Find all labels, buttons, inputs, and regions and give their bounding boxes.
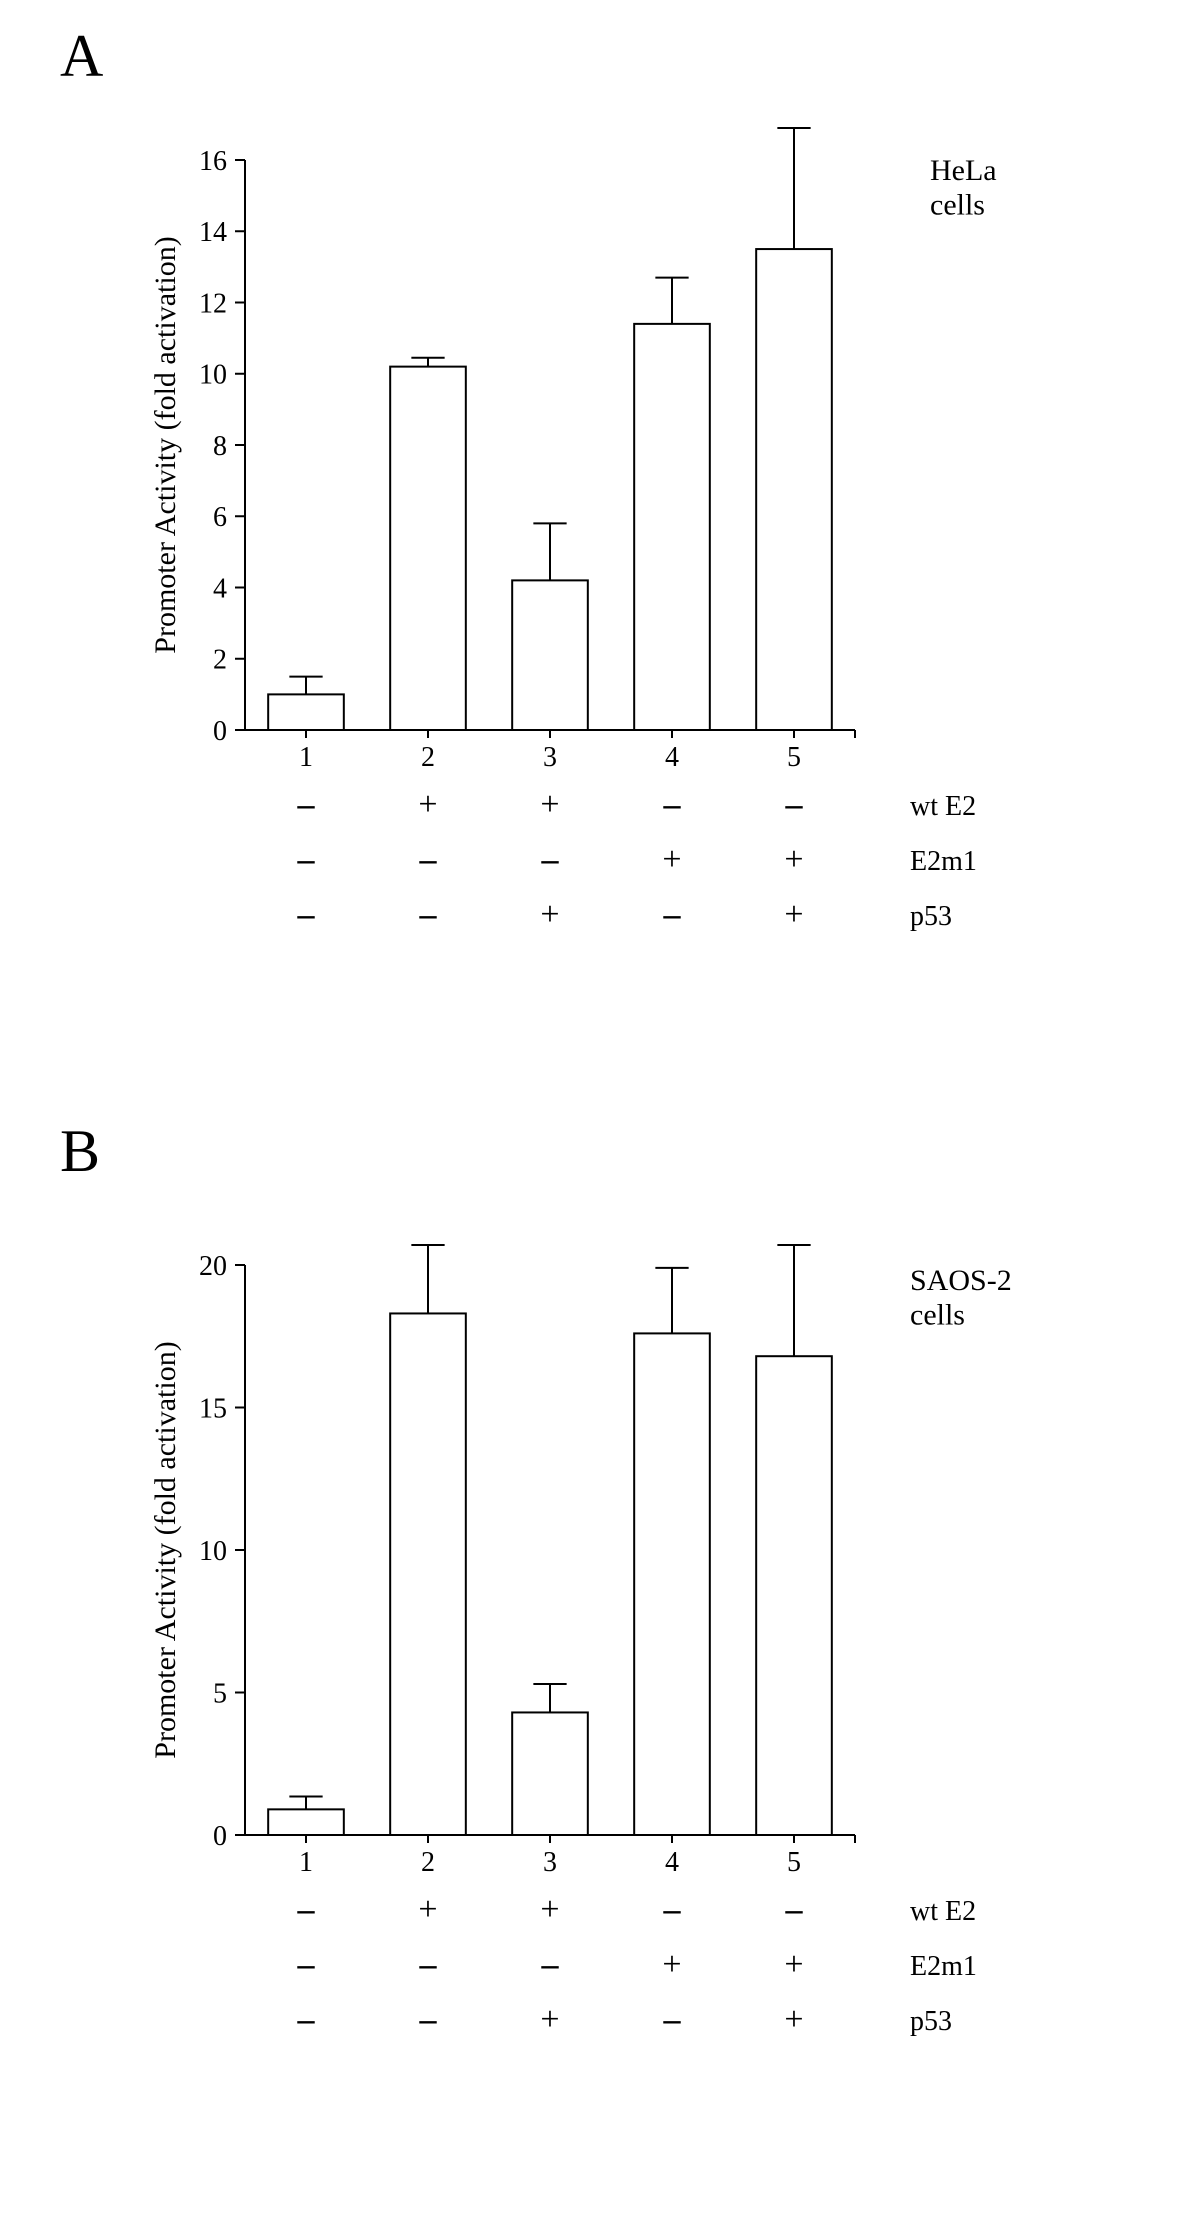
- x-tick-label: 5: [787, 742, 801, 773]
- page: AHeLacells0246810121416Promoter Activity…: [0, 0, 1200, 2218]
- bar: [756, 1356, 832, 1835]
- y-tick-label: 20: [199, 1251, 227, 1282]
- y-axis-label: Promoter Activity (fold activation): [149, 236, 182, 653]
- minus-icon: –: [297, 2001, 316, 2038]
- y-tick-label: 4: [213, 573, 227, 604]
- y-tick-label: 5: [213, 1678, 227, 1709]
- chart-legend-line: cells: [930, 189, 985, 222]
- bar: [390, 367, 466, 730]
- condition-row-label: wt E2: [910, 1896, 976, 1927]
- minus-icon: –: [541, 841, 560, 878]
- minus-icon: –: [663, 896, 682, 933]
- x-tick-label: 3: [543, 742, 557, 773]
- bar: [512, 1712, 588, 1835]
- y-tick-label: 0: [213, 716, 227, 747]
- x-tick-label: 4: [665, 742, 679, 773]
- minus-icon: –: [419, 896, 438, 933]
- x-tick-label: 3: [543, 1847, 557, 1878]
- y-tick-label: 0: [213, 1821, 227, 1852]
- y-tick-label: 10: [199, 1536, 227, 1567]
- minus-icon: –: [541, 1946, 560, 1983]
- x-tick-label: 2: [421, 742, 435, 773]
- condition-row-label: p53: [910, 2006, 952, 2037]
- minus-icon: –: [419, 1946, 438, 1983]
- plus-icon: +: [418, 1891, 437, 1928]
- chart-legend-line: SAOS-2: [910, 1264, 1012, 1297]
- bar: [268, 1809, 344, 1835]
- y-tick-label: 10: [199, 360, 227, 391]
- y-tick-label: 16: [199, 146, 227, 177]
- bar: [390, 1313, 466, 1835]
- x-tick-label: 5: [787, 1847, 801, 1878]
- plus-icon: +: [540, 1891, 559, 1928]
- minus-icon: –: [785, 1891, 804, 1928]
- panel-letter: B: [60, 1118, 100, 1184]
- minus-icon: –: [419, 841, 438, 878]
- x-tick-label: 1: [299, 742, 313, 773]
- y-tick-label: 6: [213, 502, 227, 533]
- condition-row-label: E2m1: [910, 1951, 977, 1982]
- minus-icon: –: [297, 786, 316, 823]
- plus-icon: +: [540, 2001, 559, 2038]
- plus-icon: +: [540, 786, 559, 823]
- plus-icon: +: [784, 841, 803, 878]
- minus-icon: –: [297, 1946, 316, 1983]
- minus-icon: –: [297, 1891, 316, 1928]
- condition-row-label: p53: [910, 901, 952, 932]
- figure-svg: AHeLacells0246810121416Promoter Activity…: [0, 0, 1200, 2218]
- y-axis-label: Promoter Activity (fold activation): [149, 1341, 182, 1758]
- bar: [634, 1333, 710, 1835]
- panel-letter: A: [60, 23, 103, 89]
- bar: [756, 249, 832, 730]
- plus-icon: +: [784, 1946, 803, 1983]
- y-tick-label: 8: [213, 431, 227, 462]
- condition-row-label: E2m1: [910, 846, 977, 877]
- minus-icon: –: [297, 896, 316, 933]
- y-tick-label: 14: [199, 217, 227, 248]
- minus-icon: –: [663, 2001, 682, 2038]
- plus-icon: +: [662, 841, 681, 878]
- plus-icon: +: [540, 896, 559, 933]
- condition-row-label: wt E2: [910, 791, 976, 822]
- plus-icon: +: [662, 1946, 681, 1983]
- bar: [268, 694, 344, 730]
- x-tick-label: 2: [421, 1847, 435, 1878]
- minus-icon: –: [663, 1891, 682, 1928]
- chart-legend-line: HeLa: [930, 154, 997, 187]
- minus-icon: –: [297, 841, 316, 878]
- y-tick-label: 15: [199, 1393, 227, 1424]
- x-tick-label: 4: [665, 1847, 679, 1878]
- y-tick-label: 12: [199, 288, 227, 319]
- minus-icon: –: [785, 786, 804, 823]
- plus-icon: +: [418, 786, 437, 823]
- bar: [512, 580, 588, 730]
- plus-icon: +: [784, 896, 803, 933]
- bar: [634, 324, 710, 730]
- y-tick-label: 2: [213, 645, 227, 676]
- x-tick-label: 1: [299, 1847, 313, 1878]
- minus-icon: –: [419, 2001, 438, 2038]
- plus-icon: +: [784, 2001, 803, 2038]
- chart-legend-line: cells: [910, 1299, 965, 1332]
- minus-icon: –: [663, 786, 682, 823]
